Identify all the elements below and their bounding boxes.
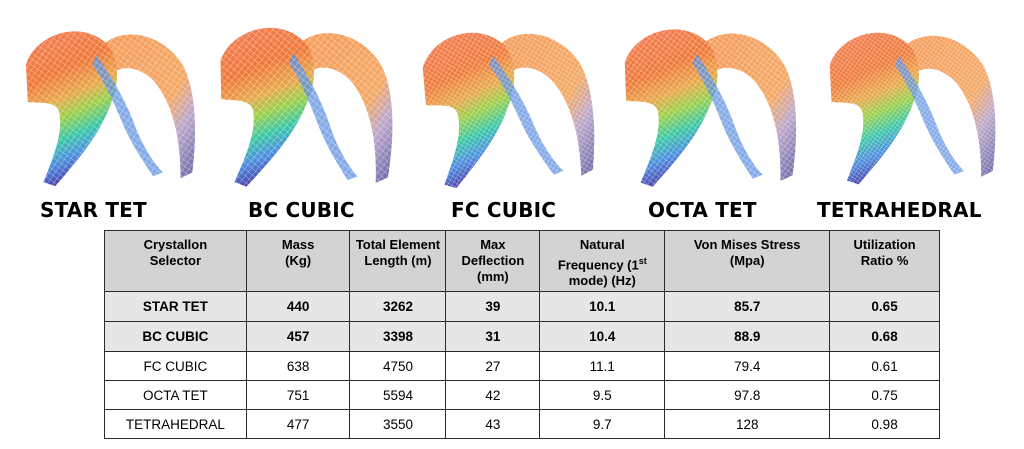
col-header-selector: Crystallon Selector: [104, 230, 247, 292]
col-header-deflection: Max Deflection (mm): [445, 230, 541, 292]
cell-mass: 477: [245, 409, 351, 439]
cell-length: 3550: [349, 409, 447, 439]
cell-utilization: 0.65: [829, 291, 940, 322]
tetrahedral-shell-render: [818, 6, 1014, 192]
cell-stress: 79.4: [664, 351, 831, 381]
cell-frequency: 11.1: [539, 351, 666, 381]
cell-frequency: 9.7: [539, 409, 666, 439]
table-row: STAR TET 440 3262 39 10.1 85.7 0.65: [104, 291, 940, 322]
table-row: BC CUBIC 457 3398 31 10.4 88.9 0.68: [104, 321, 940, 352]
octa-tet-shell-render: [616, 6, 812, 192]
cell-utilization: 0.75: [829, 380, 940, 410]
label-fc-cubic: FC CUBIC: [451, 198, 557, 222]
table-row: OCTA TET 751 5594 42 9.5 97.8 0.75: [104, 380, 940, 410]
cell-selector: OCTA TET: [104, 380, 247, 410]
star-tet-shell-render: [16, 6, 212, 192]
cell-selector: FC CUBIC: [104, 351, 247, 381]
cell-length: 5594: [349, 380, 447, 410]
col-header-length: Total Element Length (m): [349, 230, 447, 292]
cell-length: 4750: [349, 351, 447, 381]
cell-deflection: 27: [445, 351, 541, 381]
cell-stress: 97.8: [664, 380, 831, 410]
cell-selector: TETRAHEDRAL: [104, 409, 247, 439]
table-header-row: Crystallon Selector Mass (Kg) Total Elem…: [104, 230, 940, 292]
table-row: TETRAHEDRAL 477 3550 43 9.7 128 0.98: [104, 409, 940, 439]
fc-cubic-shell-render: [414, 6, 610, 192]
label-bc-cubic: BC CUBIC: [248, 198, 355, 222]
cell-deflection: 31: [445, 321, 541, 352]
cell-frequency: 10.1: [539, 291, 666, 322]
cell-deflection: 42: [445, 380, 541, 410]
cell-deflection: 43: [445, 409, 541, 439]
cell-utilization: 0.68: [829, 321, 940, 352]
col-header-stress: Von Mises Stress (Mpa): [664, 230, 831, 292]
label-star-tet: STAR TET: [40, 198, 147, 222]
bc-cubic-shell-render: [212, 6, 408, 192]
cell-mass: 457: [245, 321, 351, 352]
cell-selector: BC CUBIC: [104, 321, 247, 352]
col-header-utilization: Utilization Ratio %: [829, 230, 940, 292]
cell-mass: 440: [245, 291, 351, 322]
cell-deflection: 39: [445, 291, 541, 322]
cell-frequency: 10.4: [539, 321, 666, 352]
cell-mass: 638: [245, 351, 351, 381]
cell-utilization: 0.98: [829, 409, 940, 439]
label-tetrahedral: TETRAHEDRAL: [817, 198, 982, 222]
cell-stress: 88.9: [664, 321, 831, 352]
cell-mass: 751: [245, 380, 351, 410]
cell-length: 3398: [349, 321, 447, 352]
cell-stress: 85.7: [664, 291, 831, 322]
cell-stress: 128: [664, 409, 831, 439]
cell-selector: STAR TET: [104, 291, 247, 322]
col-header-frequency: Natural Frequency (1st mode) (Hz): [539, 230, 666, 292]
cell-utilization: 0.61: [829, 351, 940, 381]
col-header-mass: Mass (Kg): [245, 230, 351, 292]
results-table: Crystallon Selector Mass (Kg) Total Elem…: [104, 230, 940, 439]
cell-length: 3262: [349, 291, 447, 322]
table-row: FC CUBIC 638 4750 27 11.1 79.4 0.61: [104, 351, 940, 381]
cell-frequency: 9.5: [539, 380, 666, 410]
label-octa-tet: OCTA TET: [648, 198, 757, 222]
